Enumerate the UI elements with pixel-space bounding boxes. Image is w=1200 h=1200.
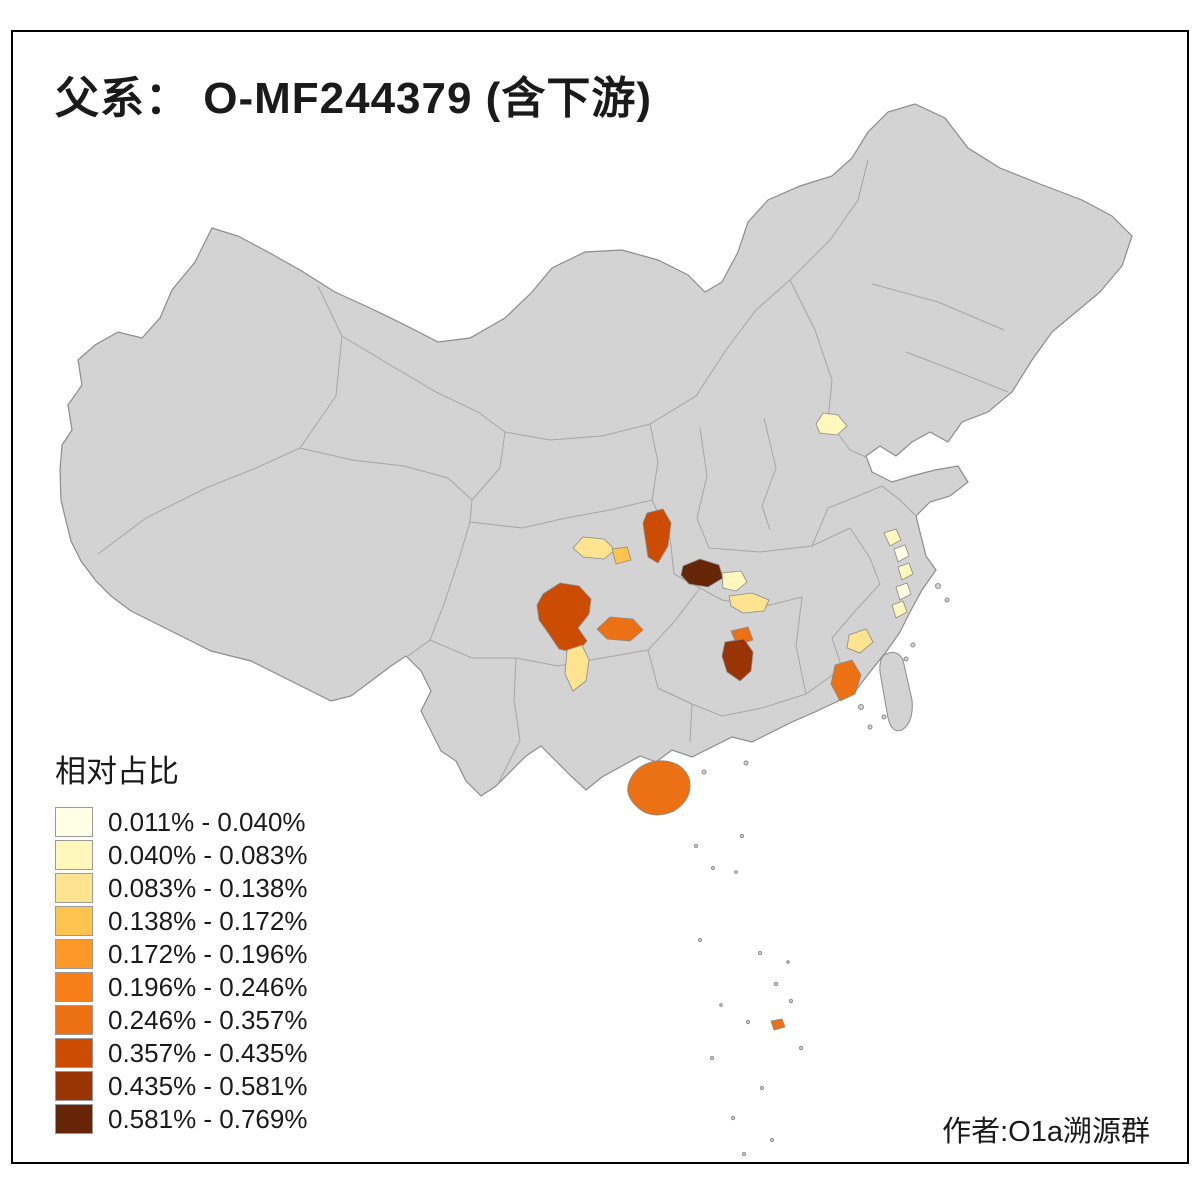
map-region-zhejiang-coast-1 xyxy=(883,528,902,547)
legend-item: 0.435% - 0.581% xyxy=(55,1071,307,1101)
legend-item: 0.138% - 0.172% xyxy=(55,906,307,936)
legend-swatch xyxy=(55,1104,93,1134)
map-region-hunan-central xyxy=(721,638,754,682)
legend-swatch xyxy=(55,972,93,1002)
map-region-zhejiang-coast-3 xyxy=(897,562,914,581)
legend-label: 0.581% - 0.769% xyxy=(108,1103,308,1134)
legend-item: 0.011% - 0.040% xyxy=(55,807,307,837)
map-region-beijing-area xyxy=(815,412,848,436)
legend-item: 0.581% - 0.769% xyxy=(55,1104,307,1134)
legend-swatch xyxy=(55,1038,93,1068)
legend-swatch xyxy=(55,1071,93,1101)
map-region-hubei-central xyxy=(721,570,748,592)
legend-label: 0.011% - 0.040% xyxy=(108,806,306,837)
legend-label: 0.246% - 0.357% xyxy=(108,1004,308,1035)
legend-item: 0.357% - 0.435% xyxy=(55,1038,307,1068)
islands xyxy=(693,583,950,1157)
legend-label: 0.040% - 0.083% xyxy=(108,839,308,870)
legend-label: 0.357% - 0.435% xyxy=(108,1037,308,1068)
map-region-south-china-sea-island xyxy=(770,1018,786,1031)
mainland-outline xyxy=(59,103,1133,797)
map-region-zhejiang-coast-2 xyxy=(893,544,910,563)
legend-rows: 0.011% - 0.040% 0.040% - 0.083% 0.083% - 0… xyxy=(55,807,307,1134)
author-credit: 作者:O1a溯源群 xyxy=(942,1116,1150,1148)
legend-item: 0.246% - 0.357% xyxy=(55,1005,307,1035)
legend-label: 0.138% - 0.172% xyxy=(108,905,308,936)
legend-label: 0.172% - 0.196% xyxy=(108,938,308,969)
map-region-zhejiang-coast-4 xyxy=(895,582,912,601)
legend-item: 0.196% - 0.246% xyxy=(55,972,307,1002)
map-region-sichuan-central-east xyxy=(611,546,632,565)
map-region-sichuan-east xyxy=(642,508,672,564)
legend-label: 0.196% - 0.246% xyxy=(108,971,308,1002)
taiwan-island xyxy=(879,651,913,732)
legend-swatch xyxy=(55,1005,93,1035)
map-region-sichuan-southwest xyxy=(536,582,592,654)
legend-title: 相对占比 xyxy=(55,754,179,789)
map-region-zhejiang-south-coast xyxy=(846,628,874,654)
legend-label: 0.083% - 0.138% xyxy=(108,872,308,903)
map-region-yunnan-northeast xyxy=(564,644,590,692)
legend-swatch xyxy=(55,873,93,903)
highlighted-regions xyxy=(536,412,914,1031)
province-borders xyxy=(97,159,1009,785)
map-region-hubei-west xyxy=(680,558,724,588)
legend-item: 0.040% - 0.083% xyxy=(55,840,307,870)
legend-swatch xyxy=(55,939,93,969)
map-region-sichuan-south xyxy=(596,616,644,642)
map-region-hunan-north xyxy=(728,592,770,614)
legend: 相对占比 0.011% - 0.040% 0.040% - 0.083% 0.083… xyxy=(55,746,307,1137)
legend-swatch xyxy=(55,807,93,837)
legend-item: 0.083% - 0.138% xyxy=(55,873,307,903)
page-title: 父系： O-MF244379 (含下游) xyxy=(55,74,652,123)
map-region-fujian-south xyxy=(830,659,862,702)
legend-item: 0.172% - 0.196% xyxy=(55,939,307,969)
map-region-zhejiang-coast-5 xyxy=(891,600,908,619)
legend-swatch xyxy=(55,840,93,870)
legend-swatch xyxy=(55,906,93,936)
legend-label: 0.435% - 0.581% xyxy=(108,1070,308,1101)
map-region-hainan xyxy=(627,760,691,816)
mainland xyxy=(59,103,1133,797)
